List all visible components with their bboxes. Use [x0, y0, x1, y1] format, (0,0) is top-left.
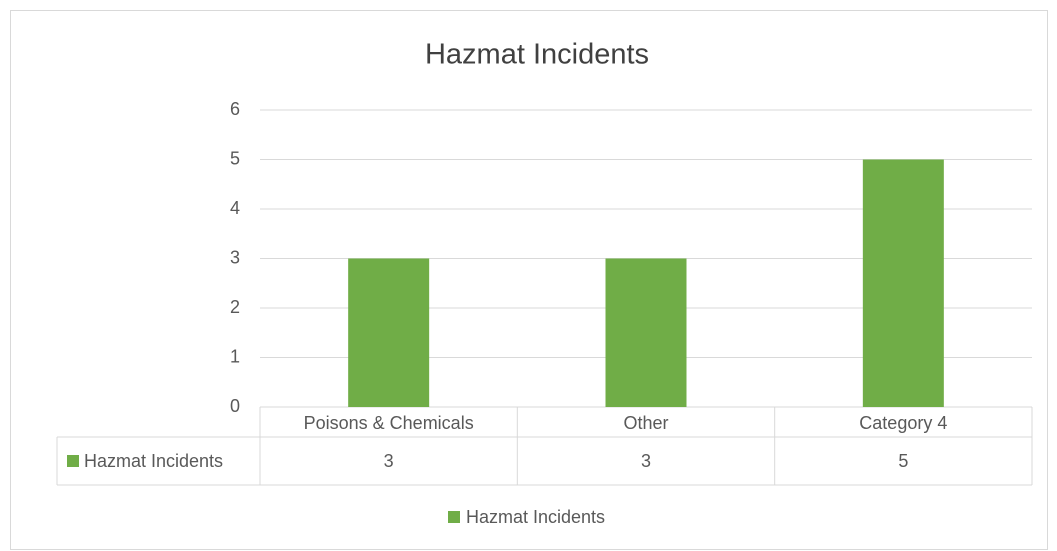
- table-value: 5: [898, 451, 908, 471]
- legend-label: Hazmat Incidents: [466, 507, 605, 527]
- legend-key: [448, 511, 460, 523]
- bar: [862, 159, 944, 407]
- bar: [605, 258, 687, 407]
- x-tick-label: Poisons & Chemicals: [304, 413, 474, 433]
- bar: [348, 258, 430, 407]
- table-value: 3: [641, 451, 651, 471]
- y-tick-label: 0: [230, 396, 240, 416]
- chart-title: Hazmat Incidents: [425, 39, 649, 71]
- x-tick-label: Category 4: [859, 413, 947, 433]
- table-legend-label: Hazmat Incidents: [84, 451, 223, 471]
- y-tick-label: 5: [230, 148, 240, 168]
- x-tick-label: Other: [623, 413, 668, 433]
- y-tick-label: 2: [230, 297, 240, 317]
- y-tick-label: 6: [230, 99, 240, 119]
- y-tick-label: 4: [230, 198, 240, 218]
- table-legend-key: [67, 455, 79, 467]
- table-value: 3: [384, 451, 394, 471]
- y-tick-label: 1: [230, 346, 240, 366]
- y-tick-label: 3: [230, 247, 240, 267]
